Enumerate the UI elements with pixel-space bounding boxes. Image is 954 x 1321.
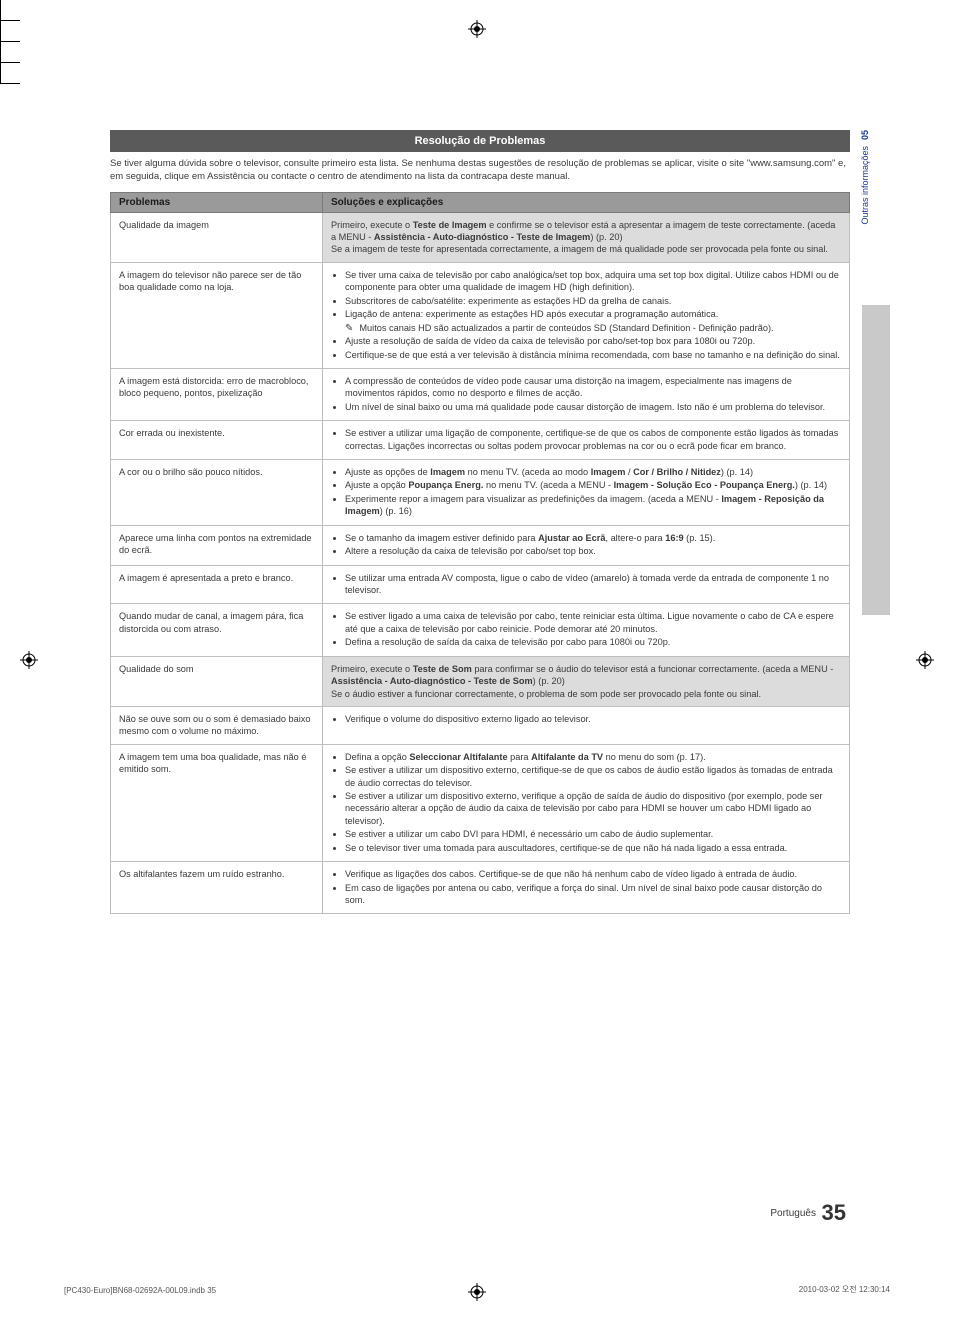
troubleshoot-table: Problemas Soluções e explicações Qualida… [110,192,850,915]
table-row: Os altifalantes fazem um ruído estranho.… [111,862,850,914]
crop-mark [0,20,20,21]
table-row: A imagem do televisor não parece ser de … [111,262,850,368]
problem-cell: Os altifalantes fazem um ruído estranho. [111,862,323,914]
table-header-problems: Problemas [111,192,323,212]
crop-mark [0,0,1,20]
problem-cell: A imagem está distorcida: erro de macrob… [111,368,323,420]
footer-language: Português [770,1208,816,1219]
print-footer-right: 2010-03-02 오전 12:30:14 [799,1284,890,1295]
solution-cell: A compressão de conteúdos de vídeo pode … [323,368,850,420]
registration-mark-icon [20,651,38,669]
solution-cell: Se utilizar uma entrada AV composta, lig… [323,565,850,604]
page-footer: Português 35 [770,1200,846,1226]
crop-mark [0,83,20,84]
crop-mark [0,62,20,63]
note-icon: ✎ [345,322,353,336]
table-row: Aparece uma linha com pontos na extremid… [111,525,850,565]
problem-cell: A imagem do televisor não parece ser de … [111,262,323,368]
table-row: Quando mudar de canal, a imagem pára, fi… [111,604,850,656]
crop-mark [0,63,1,83]
footer-page-number: 35 [822,1200,846,1225]
solution-cell: Primeiro, execute o Teste de Imagem e co… [323,212,850,262]
problem-cell: Não se ouve som ou o som é demasiado bai… [111,706,323,744]
solution-cell: Se estiver a utilizar uma ligação de com… [323,421,850,460]
table-row: A imagem tem uma boa qualidade, mas não … [111,744,850,861]
problem-cell: A imagem tem uma boa qualidade, mas não … [111,744,323,861]
solution-cell: Verifique o volume do dispositivo extern… [323,706,850,744]
chapter-side-tab: 05 Outras informações [860,130,882,227]
problem-cell: Qualidade da imagem [111,212,323,262]
table-row: Cor errada ou inexistente.Se estiver a u… [111,421,850,460]
chapter-label: Outras informações [860,146,870,225]
problem-cell: A cor ou o brilho são pouco nítidos. [111,460,323,526]
chapter-number: 05 [860,130,870,140]
problem-cell: Cor errada ou inexistente. [111,421,323,460]
intro-text: Se tiver alguma dúvida sobre o televisor… [110,158,850,184]
crop-mark [0,41,20,42]
problem-cell: Qualidade do som [111,656,323,706]
solution-cell: Defina a opção Seleccionar Altifalante p… [323,744,850,861]
problem-cell: Quando mudar de canal, a imagem pára, fi… [111,604,323,656]
table-row: Qualidade da imagemPrimeiro, execute o T… [111,212,850,262]
table-row: Não se ouve som ou o som é demasiado bai… [111,706,850,744]
page-content: Resolução de Problemas Se tiver alguma d… [110,130,850,914]
registration-mark-icon [468,20,486,38]
table-row: A imagem é apresentada a preto e branco.… [111,565,850,604]
solution-cell: Primeiro, execute o Teste de Som para co… [323,656,850,706]
problem-cell: Aparece uma linha com pontos na extremid… [111,525,323,565]
solution-cell: Ajuste as opções de Imagem no menu TV. (… [323,460,850,526]
table-row: A imagem está distorcida: erro de macrob… [111,368,850,420]
side-bar-gray [862,305,890,615]
crop-mark [0,21,1,41]
registration-mark-icon [916,651,934,669]
solution-cell: Se estiver ligado a uma caixa de televis… [323,604,850,656]
crop-mark [0,42,1,62]
solution-cell: Se tiver uma caixa de televisão por cabo… [323,262,850,368]
problem-cell: A imagem é apresentada a preto e branco. [111,565,323,604]
section-title: Resolução de Problemas [110,130,850,152]
table-row: Qualidade do somPrimeiro, execute o Test… [111,656,850,706]
table-header-solutions: Soluções e explicações [323,192,850,212]
table-row: A cor ou o brilho são pouco nítidos.Ajus… [111,460,850,526]
print-footer-left: [PC430-Euro]BN68-02692A-00L09.indb 35 [64,1286,216,1295]
registration-mark-icon [468,1283,486,1301]
solution-cell: Se o tamanho da imagem estiver definido … [323,525,850,565]
solution-cell: Verifique as ligações dos cabos. Certifi… [323,862,850,914]
